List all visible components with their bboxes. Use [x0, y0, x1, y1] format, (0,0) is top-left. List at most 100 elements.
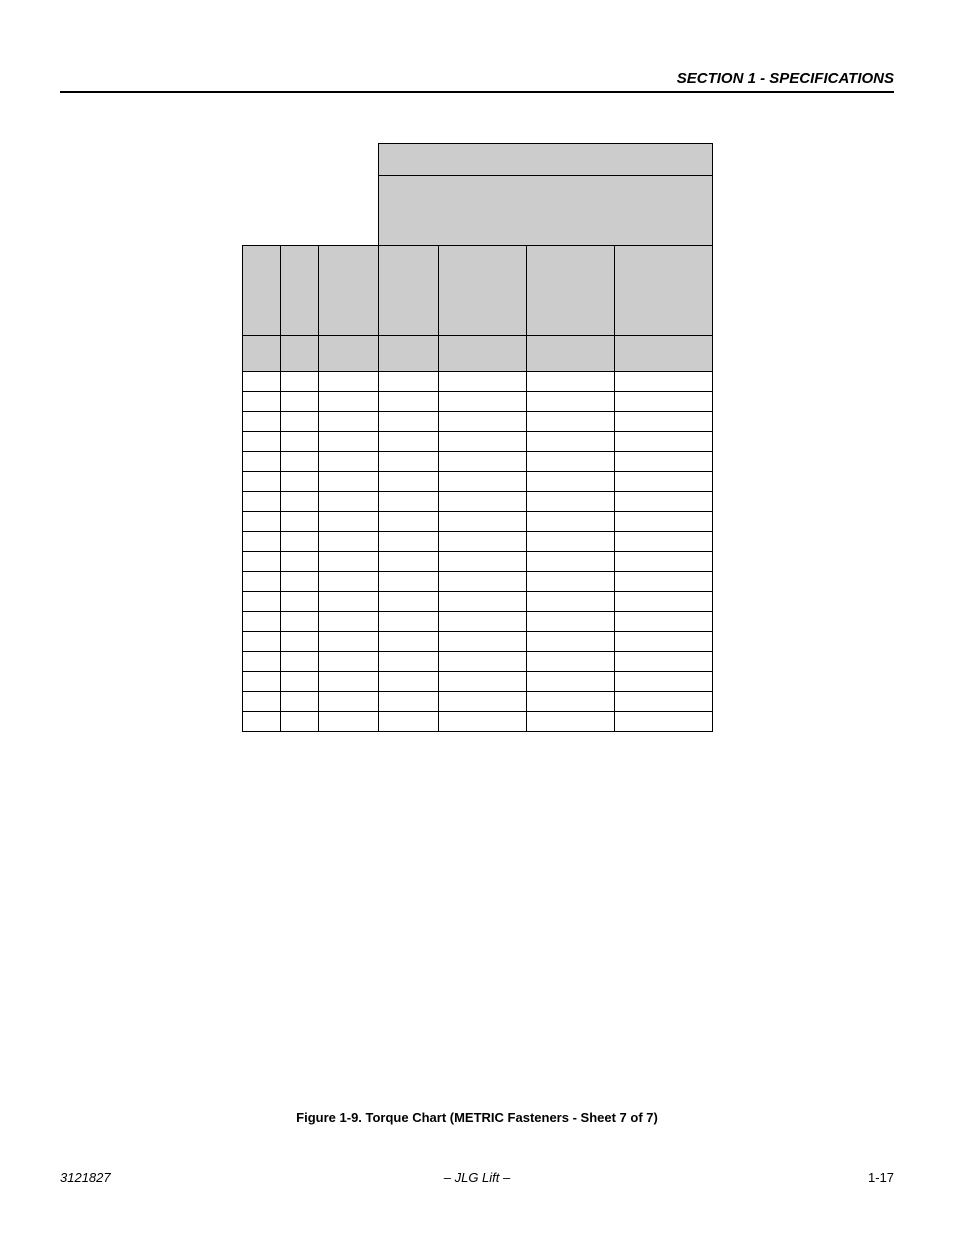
figure-caption: Figure 1-9. Torque Chart (METRIC Fastene… [0, 1110, 954, 1125]
table-cell [318, 512, 378, 532]
section-header: SECTION 1 - SPECIFICATIONS [60, 70, 894, 93]
table-cell [280, 592, 318, 612]
units-cell [614, 336, 712, 372]
table-cell [280, 712, 318, 732]
table-row [242, 632, 712, 652]
table-cell [280, 672, 318, 692]
table-cell [614, 692, 712, 712]
table-row [242, 472, 712, 492]
table-cell [318, 652, 378, 672]
table-header-row-1 [242, 144, 712, 176]
table-cell [280, 572, 318, 592]
table-cell [280, 492, 318, 512]
table-cell [378, 452, 438, 472]
table-cell [438, 572, 526, 592]
table-cell [280, 632, 318, 652]
table-row [242, 572, 712, 592]
table-cell [438, 552, 526, 572]
table-cell [318, 692, 378, 712]
table-cell [242, 672, 280, 692]
footer-page-number: 1-17 [868, 1170, 894, 1185]
table-cell [318, 592, 378, 612]
table-cell [438, 512, 526, 532]
table-cell [242, 452, 280, 472]
table-cell [242, 592, 280, 612]
table-cell [280, 372, 318, 392]
table-cell [378, 512, 438, 532]
table-cell [526, 652, 614, 672]
table-cell [438, 412, 526, 432]
table-cell [378, 592, 438, 612]
table-cell [378, 372, 438, 392]
footer-doc-number: 3121827 [60, 1170, 111, 1185]
table-cell [378, 392, 438, 412]
blank-cell [242, 144, 280, 176]
table-cell [242, 412, 280, 432]
table-cell [614, 592, 712, 612]
table-cell [614, 552, 712, 572]
table-row [242, 652, 712, 672]
table-row [242, 612, 712, 632]
table-cell [318, 472, 378, 492]
table-cell [280, 692, 318, 712]
table-row [242, 532, 712, 552]
table-cell [378, 572, 438, 592]
blank-cell [280, 176, 318, 246]
table-cell [438, 612, 526, 632]
table-cell [378, 492, 438, 512]
table-cell [378, 672, 438, 692]
table-cell [318, 572, 378, 592]
table-cell [526, 712, 614, 732]
table-cell [280, 512, 318, 532]
table-cell [526, 472, 614, 492]
table-cell [614, 672, 712, 692]
header-cell [242, 246, 280, 336]
table-cell [280, 412, 318, 432]
table-cell [614, 412, 712, 432]
table-cell [614, 632, 712, 652]
table-cell [378, 632, 438, 652]
table-cell [526, 512, 614, 532]
table-cell [242, 512, 280, 532]
table-units-row [242, 336, 712, 372]
table-cell [614, 432, 712, 452]
table-body [242, 372, 712, 732]
units-cell [378, 336, 438, 372]
table-cell [378, 412, 438, 432]
table-cell [438, 452, 526, 472]
table-cell [614, 652, 712, 672]
table-row [242, 392, 712, 412]
blank-cell [280, 144, 318, 176]
table-cell [526, 612, 614, 632]
table-container [60, 143, 894, 732]
table-cell [526, 572, 614, 592]
table-cell [526, 372, 614, 392]
table-row [242, 672, 712, 692]
table-cell [378, 472, 438, 492]
table-row [242, 512, 712, 532]
table-cell [438, 592, 526, 612]
table-cell [526, 492, 614, 512]
table-cell [242, 472, 280, 492]
table-cell [318, 632, 378, 652]
table-row [242, 452, 712, 472]
table-row [242, 372, 712, 392]
table-cell [318, 452, 378, 472]
table-cell [438, 632, 526, 652]
table-cell [242, 692, 280, 712]
table-cell [280, 452, 318, 472]
table-cell [242, 432, 280, 452]
table-cell [526, 552, 614, 572]
table-cell [526, 632, 614, 652]
units-cell [438, 336, 526, 372]
table-cell [318, 492, 378, 512]
table-cell [280, 612, 318, 632]
header-cell [318, 246, 378, 336]
table-cell [614, 492, 712, 512]
table-cell [526, 452, 614, 472]
table-cell [378, 692, 438, 712]
blank-cell [318, 144, 378, 176]
table-cell [526, 392, 614, 412]
page-footer: 3121827 – JLG Lift – 1-17 [60, 1170, 894, 1185]
table-cell [280, 432, 318, 452]
